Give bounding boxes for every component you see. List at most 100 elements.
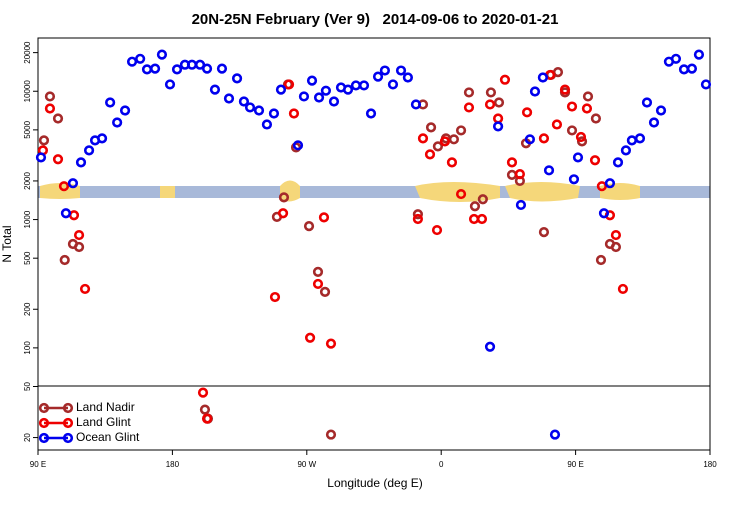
point — [320, 85, 332, 96]
point — [463, 87, 475, 98]
legend-label: Ocean Glint — [76, 430, 140, 444]
point — [549, 429, 561, 440]
point — [559, 84, 571, 95]
point — [164, 79, 176, 90]
point — [73, 241, 85, 253]
point — [44, 103, 56, 114]
point — [641, 97, 653, 108]
point — [38, 135, 50, 146]
point — [572, 152, 584, 163]
point — [425, 122, 437, 133]
point — [216, 63, 228, 74]
point — [231, 73, 243, 84]
legend-marker — [62, 417, 74, 429]
point — [529, 86, 541, 97]
point — [292, 140, 304, 151]
point — [590, 113, 602, 124]
point — [604, 178, 616, 189]
point — [44, 91, 56, 102]
point — [410, 99, 422, 110]
point — [499, 74, 511, 85]
point — [412, 213, 424, 225]
y-tick-label: 5000 — [23, 120, 32, 138]
point — [96, 133, 108, 144]
point — [261, 119, 273, 130]
x-tick-label: 180 — [166, 460, 180, 469]
point — [277, 208, 289, 219]
point — [476, 213, 488, 225]
y-tick-label: 1000 — [23, 210, 32, 228]
point — [596, 181, 607, 192]
point — [171, 64, 183, 75]
point — [83, 145, 95, 156]
point — [201, 63, 213, 74]
point — [634, 133, 646, 144]
point — [313, 92, 325, 103]
point — [484, 99, 496, 110]
point — [439, 136, 451, 147]
point — [105, 97, 116, 108]
point — [469, 201, 481, 212]
point — [35, 152, 47, 163]
point — [372, 71, 384, 82]
point — [60, 208, 72, 219]
legend-marker — [38, 402, 50, 414]
y-tick-label: 2000 — [23, 171, 32, 189]
point — [670, 53, 682, 64]
point — [199, 404, 211, 415]
point — [620, 145, 632, 156]
point — [612, 157, 624, 168]
point — [566, 101, 578, 112]
point — [73, 229, 85, 241]
point — [463, 102, 475, 113]
point — [485, 87, 497, 98]
point — [275, 84, 287, 95]
point — [506, 157, 518, 168]
point — [238, 96, 250, 107]
point — [365, 108, 377, 119]
point — [417, 133, 429, 144]
point — [595, 254, 607, 266]
point — [358, 80, 370, 91]
point — [617, 283, 629, 295]
legend-label: Land Nadir — [76, 400, 135, 414]
point — [693, 49, 705, 60]
point — [319, 286, 331, 298]
land-strip — [40, 180, 640, 202]
legend-marker — [62, 402, 74, 414]
point — [655, 105, 667, 116]
point — [431, 224, 443, 236]
point — [402, 72, 413, 83]
point — [448, 134, 459, 145]
point — [484, 341, 496, 352]
point — [537, 72, 548, 83]
point — [568, 174, 580, 185]
point — [521, 107, 533, 118]
point — [581, 103, 593, 114]
point — [269, 291, 281, 303]
x-tick-label: 0 — [439, 460, 444, 469]
point — [303, 221, 315, 232]
point — [582, 91, 594, 102]
x-tick-label: 180 — [703, 460, 717, 469]
point — [126, 56, 138, 67]
plot-frame — [37, 37, 711, 451]
point — [325, 338, 337, 349]
point — [551, 119, 563, 130]
point — [119, 105, 131, 116]
y-axis-label: N Total — [0, 225, 14, 262]
point — [700, 79, 712, 90]
point — [598, 208, 610, 219]
y-tick-label: 500 — [23, 251, 32, 265]
point — [412, 209, 424, 220]
point — [387, 79, 399, 90]
point — [446, 157, 458, 168]
point — [244, 102, 256, 113]
point — [477, 194, 488, 205]
point — [515, 199, 527, 211]
point — [67, 178, 79, 189]
point — [328, 96, 340, 107]
